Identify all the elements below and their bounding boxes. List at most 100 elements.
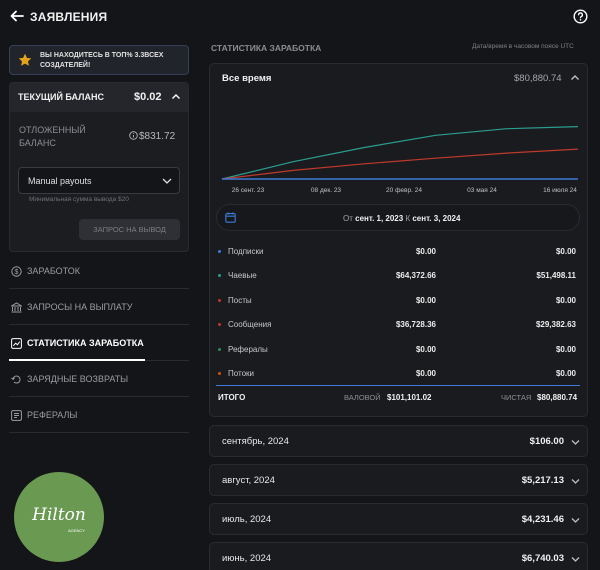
calendar-icon[interactable]: [225, 212, 236, 223]
row-net: $51,498.11: [536, 271, 576, 280]
dollar-circle-icon: $: [11, 266, 22, 277]
month-row[interactable]: июль, 2024 $4,231.46: [209, 503, 588, 535]
row-name: Потоки: [228, 369, 255, 378]
nav-item-payout-requests[interactable]: ЗАПРОСЫ НА ВЫПЛАТУ: [9, 291, 189, 325]
chevron-down-icon: [571, 518, 580, 523]
current-balance-value: $0.02: [134, 91, 162, 103]
logo-text: Hilton: [32, 505, 86, 525]
earnings-row: Посты $0.00 $0.00: [216, 289, 580, 313]
row-net: $29,382.63: [535, 320, 576, 329]
top-creator-banner: ВЫ НАХОДИТЕСЬ В ТОП% 3.3ВСЕХ СОЗДАТЕЛЕЙ!: [9, 45, 189, 75]
payout-method-value: Manual payouts: [28, 176, 92, 186]
series-dot: [218, 323, 221, 326]
row-gross: $0.00: [415, 345, 436, 354]
top-bar: ЗАЯВЛЕНИЯ: [0, 0, 600, 34]
month-label: сентябрь, 2024: [222, 436, 289, 447]
referral-icon: [11, 410, 22, 421]
earnings-row: Сообщения $36,728.36 $29,382.63: [216, 313, 580, 337]
help-icon[interactable]: [573, 9, 588, 24]
x-tick-label: 08 дек. 23: [311, 187, 342, 194]
row-gross: $0.00: [415, 369, 436, 378]
period-total: $80,880.74: [514, 73, 562, 84]
withdraw-request-button[interactable]: ЗАПРОС НА ВЫВОД: [79, 219, 180, 240]
row-name: Чаевые: [228, 271, 257, 280]
gross-label: ВАЛОВОЙ: [344, 393, 381, 402]
row-name: Рефералы: [228, 345, 268, 354]
net-label: ЧИСТАЯ: [501, 393, 532, 402]
earnings-row: Подписки $0.00 $0.00: [216, 240, 580, 264]
period-label: Все время: [222, 73, 272, 84]
agency-logo: Hilton AGENCY: [14, 472, 104, 562]
nav-item-chargebacks[interactable]: ЗАРЯДНЫЕ ВОЗВРАТЫ: [9, 363, 189, 397]
month-value: $106.00: [529, 436, 564, 447]
series-line-1: [221, 148, 579, 180]
pending-balance-label: ОТЛОЖЕННЫЙ БАЛАНС: [19, 125, 86, 148]
series-line-0: [221, 126, 579, 180]
gross-total: $101,101.02: [387, 393, 432, 402]
month-row[interactable]: август, 2024 $5,217.13: [209, 464, 588, 496]
total-row: ИТОГО ВАЛОВОЙ $101,101.02 ЧИСТАЯ $80,880…: [216, 391, 580, 405]
chevron-down-icon: [571, 557, 580, 562]
row-net: $0.00: [555, 296, 576, 305]
date-range-text: От сент. 1, 2023 К сент. 3, 2024: [343, 214, 460, 223]
row-name: Сообщения: [228, 320, 272, 329]
month-value: $6,740.03: [521, 553, 564, 564]
row-gross: $0.00: [415, 247, 436, 256]
series-dot: [218, 372, 221, 375]
current-balance-header[interactable]: ТЕКУЩИЙ БАЛАНС $0.02: [10, 83, 188, 112]
row-name: Посты: [228, 296, 252, 305]
balance-card: ТЕКУЩИЙ БАЛАНС $0.02 ОТЛОЖЕННЫЙ БАЛАНС $…: [9, 82, 189, 252]
nav-item-label: ЗАПРОСЫ НА ВЫПЛАТУ: [27, 302, 133, 312]
minimum-withdrawal-note: Минимальная сумма вывода $20: [29, 196, 129, 203]
refund-icon: [11, 375, 21, 384]
svg-text:$: $: [15, 269, 19, 276]
nav-item-label: РЕФЕРАЛЫ: [27, 410, 78, 420]
row-net: $0.00: [555, 345, 576, 354]
month-row[interactable]: июнь, 2024 $6,740.03: [209, 542, 588, 570]
month-row[interactable]: сентябрь, 2024 $106.00: [209, 425, 588, 457]
x-tick-label: 26 сент. 23: [232, 187, 265, 194]
x-tick-label: 16 июля 24: [543, 187, 577, 194]
row-gross: $64,372.66: [395, 271, 436, 280]
back-arrow-icon[interactable]: [10, 9, 24, 23]
x-tick-label: 20 февр. 24: [386, 187, 422, 194]
earnings-line-chart: 26 сент. 23 08 дек. 23 20 февр. 24 03 мая 2…: [221, 126, 579, 194]
earnings-row: Чаевые $64,372.66 $51,498.11: [216, 264, 580, 288]
timezone-note: Дата/время в часовом поясе UTC: [472, 43, 574, 50]
nav-item-label: ЗАРЯДНЫЕ ВОЗВРАТЫ: [27, 374, 129, 384]
nav-item-earnings-statistics[interactable]: СТАТИСТИКА ЗАРАБОТКА: [9, 327, 189, 361]
date-to-label: К: [405, 214, 411, 223]
info-icon[interactable]: [129, 131, 138, 140]
series-dot: [218, 299, 221, 302]
logo-subtext: AGENCY: [68, 528, 85, 533]
month-value: $5,217.13: [521, 475, 564, 486]
chevron-up-icon[interactable]: [171, 92, 181, 102]
row-gross: $36,728.36: [395, 320, 436, 329]
payout-method-select[interactable]: Manual payouts: [18, 167, 180, 194]
nav-item-referrals[interactable]: РЕФЕРАЛЫ: [9, 399, 189, 433]
earnings-row: Рефералы $0.00 $0.00: [216, 338, 580, 362]
series-dot: [218, 348, 221, 351]
total-label: ИТОГО: [218, 393, 246, 402]
x-tick-label: 03 мая 24: [467, 187, 497, 194]
active-nav-indicator: [9, 359, 145, 361]
month-label: июнь, 2024: [222, 553, 272, 564]
total-divider: [216, 385, 580, 386]
date-to: сент. 3, 2024: [412, 214, 461, 223]
month-value: $4,231.46: [521, 514, 564, 525]
chevron-up-icon[interactable]: [570, 73, 580, 83]
nav-item-label: ЗАРАБОТОК: [27, 266, 80, 276]
promo-text: ВЫ НАХОДИТЕСЬ В ТОП% 3.3ВСЕХ СОЗДАТЕЛЕЙ!: [40, 52, 164, 69]
pending-balance-value: $831.72: [139, 131, 176, 142]
section-title: СТАТИСТИКА ЗАРАБОТКА: [211, 43, 322, 53]
chevron-down-icon: [571, 440, 580, 445]
date-from: сент. 1, 2023: [355, 214, 404, 223]
nav-item-earnings[interactable]: $ ЗАРАБОТОК: [9, 255, 189, 289]
month-label: август, 2024: [222, 475, 275, 486]
date-range-picker[interactable]: От сент. 1, 2023 К сент. 3, 2024: [216, 204, 580, 231]
all-time-stats-card: Все время $80,880.74 26 сент. 23 08 дек. …: [209, 63, 588, 417]
month-label: июль, 2024: [222, 514, 272, 525]
bank-icon: [11, 302, 22, 313]
date-from-label: От: [343, 214, 353, 223]
earnings-row: Потоки $0.00 $0.00: [216, 362, 580, 386]
